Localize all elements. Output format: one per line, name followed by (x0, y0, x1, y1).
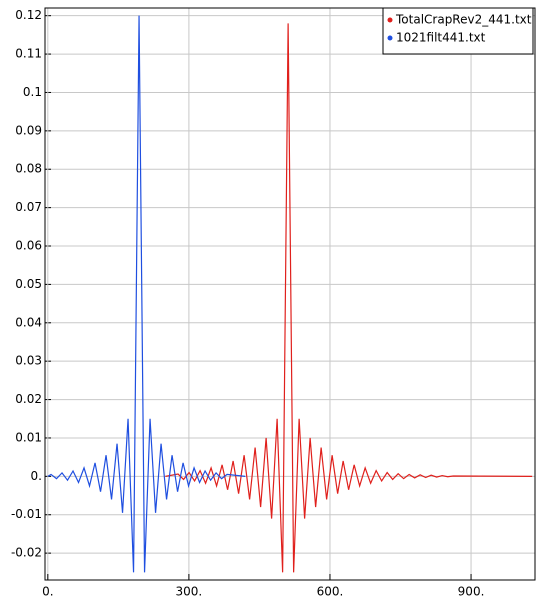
x-tick-label: 600. (317, 585, 344, 599)
y-tick-label: 0.05 (15, 277, 42, 291)
y-tick-label: 0.08 (15, 162, 42, 176)
y-tick-label: 0. (31, 469, 42, 483)
y-tick-label: 0.06 (15, 239, 42, 253)
y-tick-label: 0.11 (15, 47, 42, 61)
x-tick-label: 900. (458, 585, 485, 599)
y-tick-label: 0.01 (15, 430, 42, 444)
legend: TotalCrapRev2_441.txt 1021filt441.txt (382, 7, 534, 55)
legend-box (382, 7, 534, 55)
series-line (165, 23, 533, 573)
y-tick-label: 0.04 (15, 315, 42, 329)
plot-frame (44, 7, 536, 581)
y-tick-label: -0.02 (11, 546, 42, 560)
y-tick-label: 0.09 (15, 123, 42, 137)
y-tick-label: 0.07 (15, 200, 42, 214)
y-tick-label: 0.03 (15, 354, 42, 368)
legend-label: TotalCrapRev2_441.txt (395, 13, 532, 27)
legend-marker (387, 17, 393, 23)
y-tick-label: 0.12 (15, 8, 42, 22)
series-line (47, 15, 246, 573)
y-tick-label: 0.1 (23, 85, 42, 99)
legend-marker (387, 35, 393, 41)
y-tick-label: 0.02 (15, 392, 42, 406)
y-tick-label: -0.01 (11, 507, 42, 521)
x-tick-label: 0. (42, 585, 53, 599)
x-tick-label: 300. (176, 585, 203, 599)
legend-label: 1021filt441.txt (396, 31, 486, 45)
